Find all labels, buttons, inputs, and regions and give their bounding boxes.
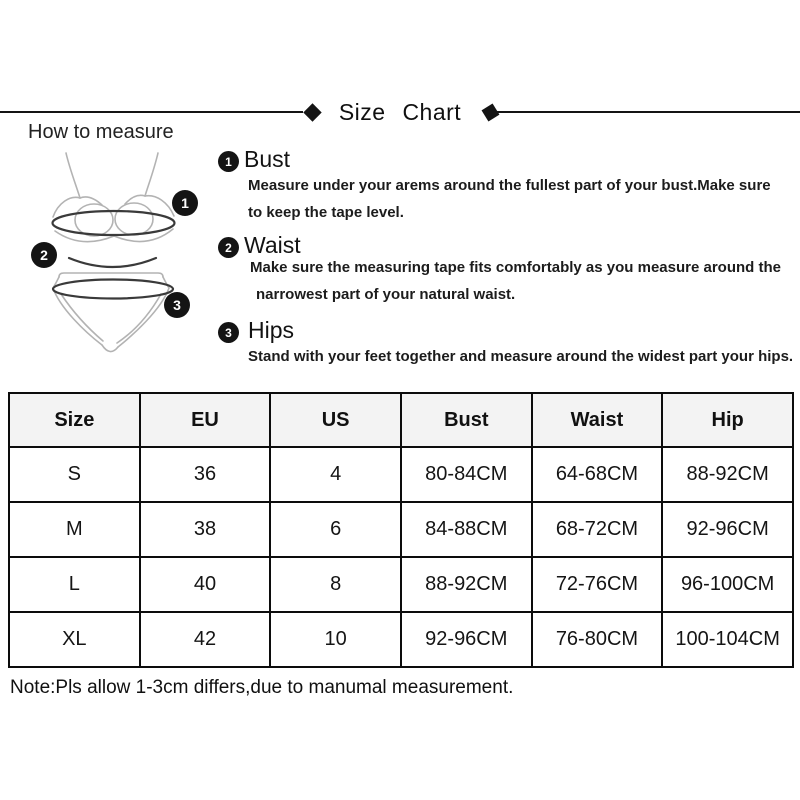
figure-marker-2: 2 — [31, 242, 57, 268]
cell-us: 8 — [269, 556, 402, 613]
figure-marker-1: 1 — [172, 190, 198, 216]
size-table: Size EU US Bust Waist Hip S 36 4 80-84CM… — [8, 392, 794, 668]
figure-marker-3: 3 — [164, 292, 190, 318]
bikini-sketch-lines — [52, 152, 175, 353]
cell-bust: 88-92CM — [399, 556, 533, 613]
table-row: S 36 4 80-84CM 64-68CM 88-92CM — [8, 446, 794, 503]
cell-bust: 84-88CM — [399, 501, 533, 558]
hips-instruction-line: Stand with your feet together and measur… — [248, 348, 794, 365]
measurement-note: Note:Pls allow 1-3cm differs,due to manu… — [10, 677, 514, 698]
cell-hip: 96-100CM — [661, 556, 794, 613]
how-to-measure-title: How to measure — [28, 121, 174, 143]
size-table-header-row: Size EU US Bust Waist Hip — [8, 392, 794, 448]
waist-instruction-line: narrowest part of your natural waist. — [256, 286, 516, 303]
figure-marker-3-label: 3 — [173, 297, 181, 313]
measuring-tape-lines — [51, 209, 176, 300]
cell-waist: 68-72CM — [530, 501, 664, 558]
header-rule-right — [497, 111, 800, 113]
cell-us: 10 — [269, 611, 402, 668]
bikini-measurement-illustration: 1 2 3 — [31, 152, 198, 353]
cell-eu: 40 — [138, 556, 272, 613]
bust-instruction-line: to keep the tape level. — [248, 204, 404, 221]
col-header-eu: EU — [138, 392, 272, 448]
figure-marker-2-label: 2 — [40, 247, 48, 263]
page-title: Size Chart — [338, 99, 462, 125]
header-rule-left — [0, 111, 303, 113]
section-heading-hips: Hips — [248, 317, 295, 343]
table-row: XL 42 10 92-96CM 76-80CM 100-104CM — [8, 611, 794, 668]
section-heading-waist: Waist — [244, 232, 301, 258]
cell-bust: 92-96CM — [399, 611, 533, 668]
cell-waist: 76-80CM — [530, 611, 664, 668]
cell-eu: 42 — [138, 611, 272, 668]
section-badge-hips-num: 3 — [225, 325, 232, 340]
cell-size: S — [8, 446, 141, 503]
bust-instruction-line: Measure under your arems around the full… — [248, 177, 771, 194]
waist-instruction-line: Make sure the measuring tape fits comfor… — [250, 259, 781, 276]
cell-size: XL — [8, 611, 141, 668]
cell-waist: 72-76CM — [530, 556, 664, 613]
col-header-size: Size — [8, 392, 141, 448]
cell-hip: 92-96CM — [661, 501, 794, 558]
col-header-waist: Waist — [530, 392, 664, 448]
cell-hip: 100-104CM — [661, 611, 794, 668]
section-heading-bust: Bust — [244, 146, 291, 172]
section-badge-bust: 1 — [218, 151, 239, 172]
cell-waist: 64-68CM — [530, 446, 664, 503]
col-header-bust: Bust — [399, 392, 533, 448]
col-header-hip: Hip — [661, 392, 794, 448]
section-badge-hips: 3 — [218, 322, 239, 343]
cell-size: L — [8, 556, 141, 613]
cell-hip: 88-92CM — [661, 446, 794, 503]
section-badge-bust-num: 1 — [225, 154, 232, 169]
col-header-us: US — [269, 392, 402, 448]
table-row: L 40 8 88-92CM 72-76CM 96-100CM — [8, 556, 794, 613]
figure-marker-1-label: 1 — [181, 195, 189, 211]
cell-us: 4 — [269, 446, 402, 503]
section-badge-waist-num: 2 — [225, 240, 232, 255]
section-badge-waist: 2 — [218, 237, 239, 258]
cell-size: M — [8, 501, 141, 558]
cell-us: 6 — [269, 501, 402, 558]
cell-eu: 38 — [138, 501, 272, 558]
cell-bust: 80-84CM — [399, 446, 533, 503]
table-row: M 38 6 84-88CM 68-72CM 92-96CM — [8, 501, 794, 558]
cell-eu: 36 — [138, 446, 272, 503]
